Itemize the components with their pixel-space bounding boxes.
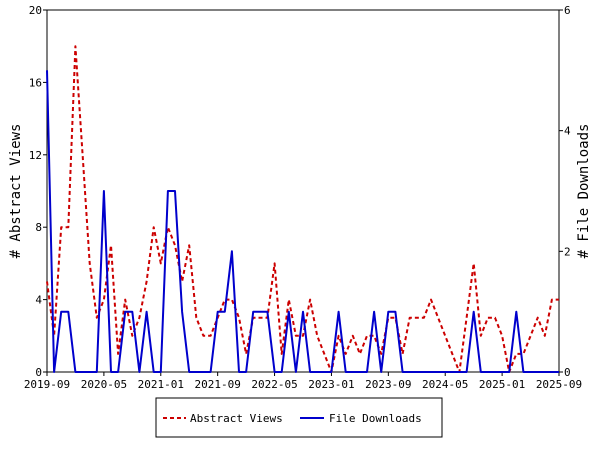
x-tick-label: 2023-09 bbox=[365, 378, 411, 391]
x-tick-label: 2025-09 bbox=[536, 378, 582, 391]
left-tick-label: 0 bbox=[35, 366, 42, 379]
legend-label-file-downloads: File Downloads bbox=[329, 412, 422, 425]
x-tick-label: 2022-05 bbox=[251, 378, 297, 391]
right-tick-label: 6 bbox=[564, 4, 571, 17]
right-tick-label: 2 bbox=[564, 245, 571, 258]
x-tick-label: 2025-01 bbox=[479, 378, 525, 391]
x-tick-label: 2020-05 bbox=[81, 378, 127, 391]
legend-box bbox=[155, 397, 443, 438]
right-axis-ticks: 0 2 4 6 bbox=[559, 4, 571, 379]
x-tick-label: 2024-05 bbox=[422, 378, 468, 391]
x-tick-label: 2023-01 bbox=[308, 378, 354, 391]
left-axis-title: # Abstract Views bbox=[8, 124, 24, 259]
x-axis-ticks: 2019-09 2020-05 2021-01 2021-09 2022-05 2023-… bbox=[24, 372, 582, 391]
series-line-abstract-views bbox=[46, 45, 559, 373]
x-tick-label: 2019-09 bbox=[24, 378, 70, 391]
plot-frame bbox=[46, 9, 560, 373]
legend-label-abstract-views: Abstract Views bbox=[190, 412, 283, 425]
left-tick-label: 12 bbox=[29, 149, 42, 162]
left-tick-label: 16 bbox=[29, 76, 42, 89]
right-tick-label: 4 bbox=[564, 125, 571, 138]
series-line-file-downloads bbox=[46, 70, 559, 373]
right-axis-title: # File Downloads bbox=[576, 124, 592, 259]
left-tick-label: 8 bbox=[35, 221, 42, 234]
x-tick-label: 2021-09 bbox=[194, 378, 240, 391]
x-tick-label: 2021-01 bbox=[138, 378, 184, 391]
legend: Abstract Views File Downloads bbox=[155, 397, 443, 438]
left-tick-label: 4 bbox=[35, 294, 42, 307]
series-layer bbox=[46, 45, 559, 373]
left-axis-ticks: 0 4 8 12 16 20 bbox=[29, 4, 47, 379]
left-tick-label: 20 bbox=[29, 4, 42, 17]
right-tick-label: 0 bbox=[564, 366, 571, 379]
